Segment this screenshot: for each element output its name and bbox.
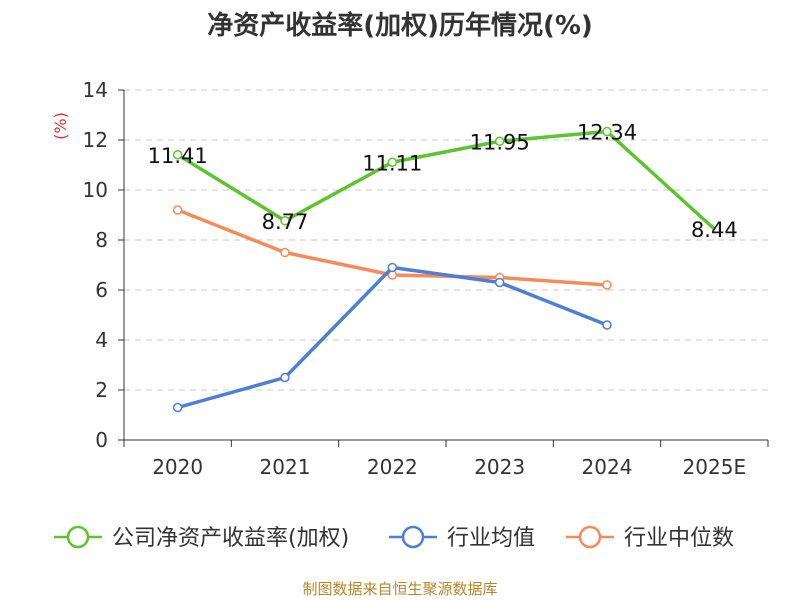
legend-marker [401, 525, 425, 549]
x-tick-label: 2020 [152, 455, 203, 479]
data-label: 8.44 [691, 218, 738, 242]
data-labels: 11.41 8.77 11.11 11.95 12.34 8.44 [148, 121, 738, 243]
data-point [172, 150, 183, 160]
x-tick-label: 2021 [260, 455, 311, 479]
data-point [280, 247, 290, 258]
legend-label: 行业中位数 [624, 526, 734, 551]
y-tick-label: 12 [83, 128, 108, 152]
x-tick-label: 2022 [367, 455, 418, 479]
y-tick-label: 4 [95, 328, 108, 352]
data-point [387, 157, 398, 167]
y-tick-label: 14 [83, 78, 108, 102]
data-label: 11.11 [362, 151, 422, 175]
data-label: 12.34 [577, 121, 637, 145]
data-point [280, 216, 290, 226]
y-tick-label: 8 [95, 228, 108, 252]
axes: 0 2 4 6 8 10 12 14 2020 2021 2022 2023 2024 2025E [83, 78, 769, 479]
data-point [494, 277, 505, 288]
x-tick-label: 2025E [683, 455, 747, 479]
data-label: 8.77 [262, 210, 309, 234]
grid [124, 89, 768, 391]
x-tick-label: 2023 [474, 455, 525, 479]
series-line [176, 129, 716, 231]
legend-label: 公司净资产收益率(加权) [112, 526, 349, 551]
data-point [602, 320, 612, 330]
chart-title: 净资产收益率(加权)历年情况(%) [207, 10, 593, 41]
series [172, 126, 716, 413]
y-tick-label: 6 [95, 278, 108, 302]
legend-label: 行业均值 [447, 526, 535, 551]
y-tick-label: 0 [95, 428, 108, 452]
data-point [172, 205, 183, 215]
data-point [602, 280, 612, 290]
data-label: 11.95 [470, 130, 530, 154]
x-tick-label: 2024 [582, 455, 633, 479]
data-point [280, 372, 290, 383]
y-tick-label: 10 [83, 178, 108, 202]
data-point [494, 136, 505, 146]
data-point [602, 126, 612, 137]
y-axis-unit: (%) [51, 112, 70, 140]
data-point [172, 402, 183, 413]
series-line [177, 265, 608, 410]
legend-marker [66, 525, 90, 549]
y-tick-label: 2 [95, 378, 108, 402]
legend: 公司净资产收益率(加权) 行业均值 行业中位数 [54, 525, 734, 551]
data-point [387, 262, 398, 273]
source-note: 制图数据来自恒生聚源数据库 [302, 580, 497, 598]
data-label: 11.41 [148, 144, 208, 168]
legend-marker [578, 525, 602, 549]
